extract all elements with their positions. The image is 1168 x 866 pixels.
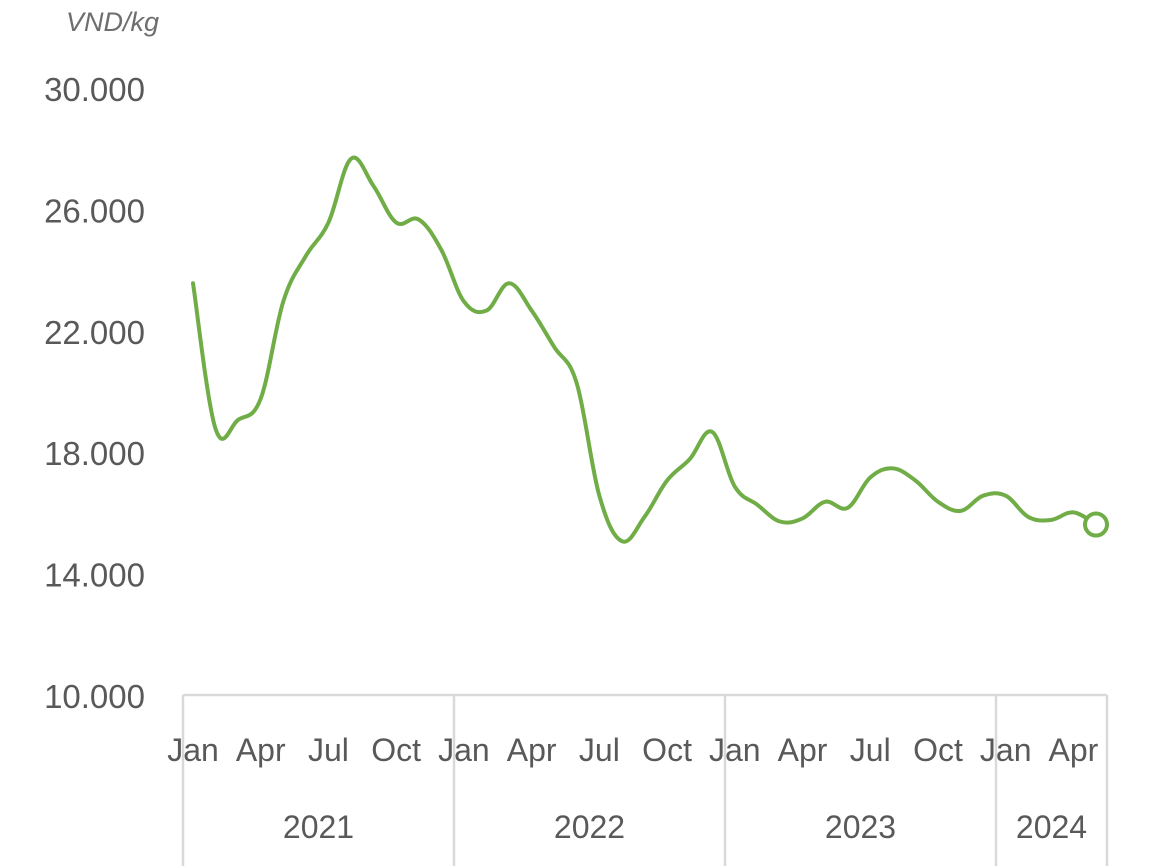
x-tick-label: Oct bbox=[371, 732, 421, 768]
x-tick-label: Apr bbox=[507, 732, 557, 768]
year-label: 2021 bbox=[283, 809, 354, 845]
x-axis: Jan Apr Jul Oct Jan Apr Jul Oct Jan Apr Jul Oct Jan A… bbox=[167, 693, 1109, 866]
x-tick-label: Jul bbox=[308, 732, 349, 768]
year-label: 2022 bbox=[554, 809, 625, 845]
x-tick-label: Jul bbox=[579, 732, 620, 768]
x-tick-label: Oct bbox=[642, 732, 692, 768]
y-axis-ticks: 10.000 14.000 18.000 22.000 26.000 30.000 bbox=[44, 71, 145, 715]
year-label: 2024 bbox=[1016, 809, 1087, 845]
x-tick-label: Jan bbox=[709, 732, 761, 768]
x-tick-label: Apr bbox=[1049, 732, 1099, 768]
x-tick-label: Apr bbox=[778, 732, 828, 768]
y-tick-label: 18.000 bbox=[44, 435, 145, 472]
x-tick-label: Apr bbox=[236, 732, 286, 768]
last-point-marker bbox=[1083, 511, 1109, 538]
x-tick-label: Jan bbox=[438, 732, 490, 768]
x-tick-label: Jan bbox=[167, 732, 219, 768]
y-tick-label: 30.000 bbox=[44, 71, 145, 108]
x-tick-label: Jan bbox=[980, 732, 1032, 768]
y-tick-label: 26.000 bbox=[44, 192, 145, 229]
year-label: 2023 bbox=[825, 809, 896, 845]
x-tick-label: Jul bbox=[850, 732, 891, 768]
price-series-line bbox=[191, 155, 1098, 544]
y-tick-label: 22.000 bbox=[44, 314, 145, 351]
y-tick-label: 10.000 bbox=[44, 678, 145, 715]
x-tick-label: Oct bbox=[913, 732, 963, 768]
y-tick-label: 14.000 bbox=[44, 557, 145, 594]
series-group bbox=[191, 155, 1109, 544]
y-unit-label: VND/kg bbox=[66, 7, 159, 37]
